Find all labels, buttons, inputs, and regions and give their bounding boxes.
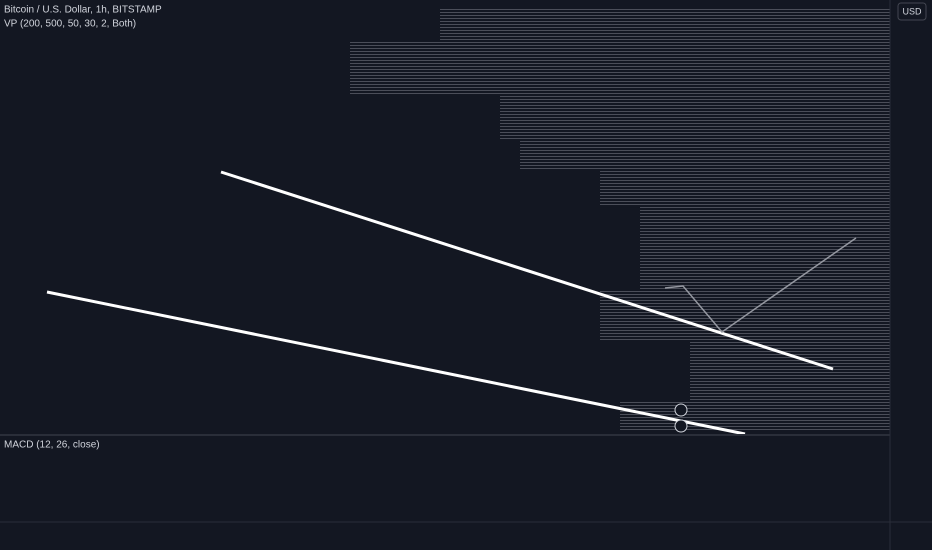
volume-profile bbox=[350, 8, 890, 430]
currency: USD bbox=[902, 6, 922, 16]
alert-icon[interactable] bbox=[674, 419, 688, 433]
trend-line bbox=[46, 290, 746, 436]
trend-line bbox=[220, 170, 834, 371]
currency-button[interactable] bbox=[897, 2, 927, 21]
indicator-title: VP (200, 500, 50, 30, 2, Both) bbox=[4, 19, 136, 30]
add-icon[interactable] bbox=[674, 403, 688, 417]
projection-path bbox=[664, 237, 857, 334]
chart-title: Bitcoin / U.S. Dollar, 1h, BITSTAMP bbox=[4, 5, 162, 16]
macd-title: MACD (12, 26, close) bbox=[4, 440, 100, 451]
